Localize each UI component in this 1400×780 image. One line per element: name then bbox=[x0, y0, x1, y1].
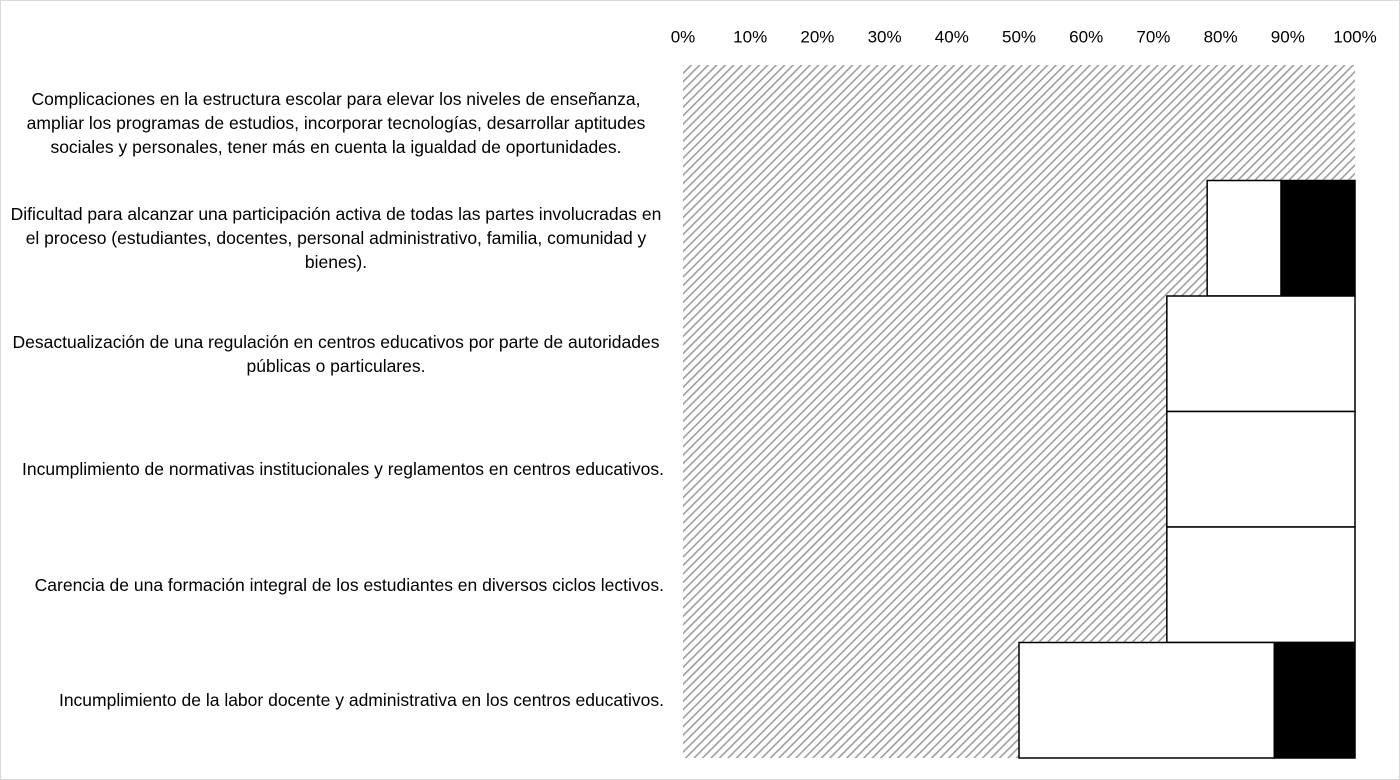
bar-segment bbox=[1166, 410, 1356, 528]
x-tick-label: 50% bbox=[1002, 27, 1036, 46]
bar-segment bbox=[1166, 526, 1356, 644]
bar-segment bbox=[1273, 641, 1356, 759]
x-tick-label: 40% bbox=[935, 27, 969, 46]
x-tick-label: 10% bbox=[733, 27, 767, 46]
x-tick-label: 80% bbox=[1204, 27, 1238, 46]
x-tick-label: 30% bbox=[868, 27, 902, 46]
bar-segment bbox=[683, 180, 1208, 296]
category-label: Incumplimiento de normativas institucion… bbox=[8, 412, 664, 528]
x-tick-label: 20% bbox=[800, 27, 834, 46]
bar-segment bbox=[683, 411, 1167, 527]
category-text: Carencia de una formación integral de lo… bbox=[34, 574, 664, 595]
category-text: Complicaciones en la estructura escolar … bbox=[26, 88, 646, 157]
category-text: Incumplimiento de la labor docente y adm… bbox=[58, 690, 664, 711]
x-tick-label: 100% bbox=[1333, 27, 1376, 46]
category-label: Incumplimiento de la labor docente y adm… bbox=[8, 643, 664, 759]
x-tick-label: 0% bbox=[671, 27, 696, 46]
x-tick-label: 90% bbox=[1271, 27, 1305, 46]
bar-segment bbox=[683, 527, 1167, 643]
bar-segment bbox=[1280, 179, 1356, 297]
bar-segment bbox=[1018, 641, 1276, 759]
bar-segment bbox=[683, 296, 1167, 412]
category-text: Incumplimiento de normativas institucion… bbox=[22, 459, 664, 480]
bar-segment bbox=[683, 65, 1355, 181]
bar-segment bbox=[1206, 179, 1282, 297]
category-label: Carencia de una formación integral de lo… bbox=[8, 527, 664, 643]
bar-segment bbox=[1166, 295, 1356, 413]
x-tick-label: 60% bbox=[1069, 27, 1103, 46]
category-label: Dificultad para alcanzar una participaci… bbox=[8, 181, 664, 297]
category-text: Desactualización de una regulación en ce… bbox=[12, 331, 660, 376]
x-tick-label: 70% bbox=[1136, 27, 1170, 46]
category-text: Dificultad para alcanzar una participaci… bbox=[10, 204, 662, 273]
category-label: Desactualización de una regulación en ce… bbox=[8, 296, 664, 412]
bar-segment bbox=[683, 642, 1019, 758]
category-label: Complicaciones en la estructura escolar … bbox=[8, 65, 664, 181]
